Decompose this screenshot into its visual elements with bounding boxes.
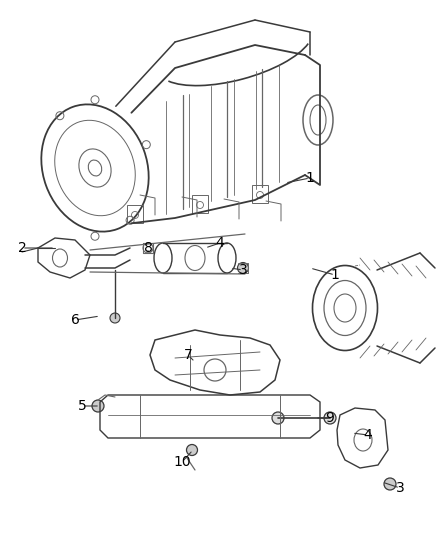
Text: 4: 4 (364, 428, 372, 442)
Text: 10: 10 (173, 455, 191, 469)
Text: 8: 8 (144, 241, 152, 255)
Ellipse shape (187, 445, 198, 456)
Ellipse shape (237, 262, 248, 273)
Text: 6: 6 (71, 313, 79, 327)
Text: 2: 2 (18, 241, 26, 255)
Ellipse shape (272, 412, 284, 424)
Text: 5: 5 (78, 399, 86, 413)
Text: 9: 9 (325, 411, 335, 425)
Ellipse shape (384, 478, 396, 490)
Ellipse shape (92, 400, 104, 412)
Text: 3: 3 (239, 263, 247, 277)
Text: 4: 4 (215, 236, 224, 250)
Text: 1: 1 (306, 171, 314, 185)
Text: 1: 1 (331, 268, 339, 282)
Ellipse shape (110, 313, 120, 323)
Text: 7: 7 (184, 348, 192, 362)
Text: 3: 3 (396, 481, 404, 495)
Ellipse shape (324, 412, 336, 424)
